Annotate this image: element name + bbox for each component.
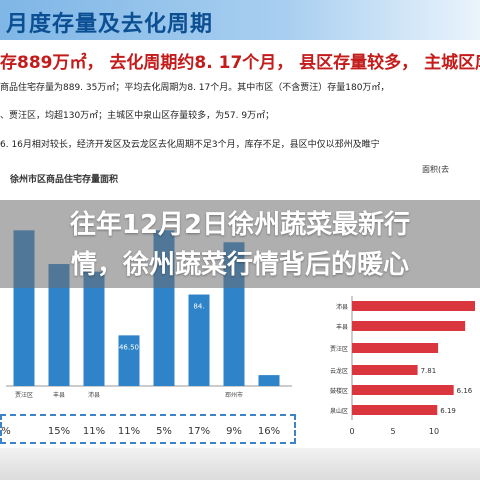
page-title: 月度存量及去化周期 <box>6 12 214 37</box>
left-bar <box>118 335 140 386</box>
summary-line-3: 6. 16月相对较长，经济开发区及云龙区去化周期不足3个月，库存不足，县区中仅以… <box>0 140 380 150</box>
right-bar <box>352 343 439 353</box>
summary-line-2: 、贾汪区，均超130万㎡；主城区中泉山区存量较多，为57. 9万㎡； <box>0 111 275 121</box>
left-bar-value-label: 46.50 <box>119 343 139 351</box>
right-bar-value-label: 7.81 <box>421 367 437 375</box>
right-bar <box>352 321 466 331</box>
percent-cell: 15% <box>48 426 70 437</box>
summary-line-1: 商品住宅存量为889. 35万㎡；平均去化周期为8. 17个月。其中市区（不含贾… <box>0 83 390 93</box>
right-bar <box>352 385 454 395</box>
right-bar <box>352 405 438 415</box>
right-category-label: 贾汪区 <box>330 345 348 353</box>
left-bar-value-label: 84. <box>193 303 204 311</box>
percent-cell: 16% <box>258 426 280 437</box>
left-category-label: 邳州市 <box>225 391 243 399</box>
right-bar-value-label: 6.16 <box>457 387 473 395</box>
left-chart-title: 徐州市区商品住宅存量面积 <box>10 175 119 185</box>
left-bar <box>258 375 280 386</box>
percent-row-box <box>0 414 296 444</box>
title-overlay: 往年12月2日徐州蔬菜最新行 情，徐州蔬菜行情背后的暖心 <box>0 200 480 288</box>
right-bar <box>352 365 418 375</box>
percent-cell: % <box>1 426 11 437</box>
headline-summary: 存889万㎡， 去化周期约8. 17个月， 县区存量较多， 主城区库 <box>0 53 480 73</box>
right-category-label: 云龙区 <box>330 367 348 375</box>
left-category-label: 沛县 <box>88 391 100 399</box>
percent-cell: 11% <box>83 426 105 437</box>
percent-cell: 9% <box>226 426 242 437</box>
right-x-tick-label: 5 <box>390 427 395 436</box>
right-x-tick-label: 10 <box>429 427 439 436</box>
right-bar <box>352 301 475 311</box>
left-category-label: 丰县 <box>53 391 65 399</box>
left-category-label: 贾汪区 <box>15 391 33 399</box>
right-category-label: 丰县 <box>336 323 348 331</box>
percent-cell: 11% <box>118 426 140 437</box>
left-bar <box>188 294 210 386</box>
bottom-fade <box>0 448 480 480</box>
percent-cell: 5% <box>156 426 172 437</box>
percent-cell: 17% <box>188 426 210 437</box>
right-category-label: 沛县 <box>336 303 348 311</box>
header-banner: 月度存量及去化周期 <box>0 0 480 40</box>
right-chart-title: 面积(去 <box>422 165 450 174</box>
right-category-label: 泉山区 <box>330 407 348 415</box>
left-bar <box>83 271 105 386</box>
right-bar-value-label: 6.19 <box>440 407 456 415</box>
left-bar <box>48 264 70 386</box>
right-x-tick-label: 0 <box>349 427 354 436</box>
right-category-label: 鼓楼区 <box>330 387 348 395</box>
overlay-title-line-2: 情，徐州蔬菜行情背后的暖心 <box>70 250 409 280</box>
overlay-title-line-1: 往年12月2日徐州蔬菜最新行 <box>69 210 411 240</box>
